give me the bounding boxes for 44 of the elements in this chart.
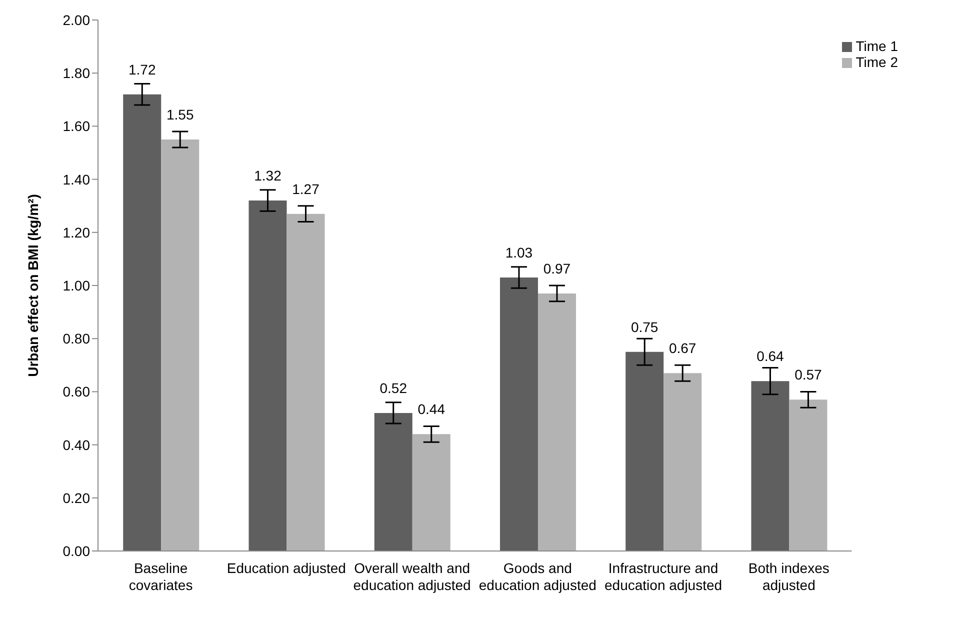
y-tick-label: 1.60	[62, 118, 90, 134]
data-label: 1.03	[505, 244, 533, 261]
data-label: 1.72	[128, 61, 156, 78]
bar	[248, 200, 287, 551]
x-tick-label: Goods and education adjusted	[478, 560, 596, 593]
y-tick-label: 1.40	[62, 171, 90, 188]
x-tick-label: Overall wealth and education adjusted	[353, 560, 471, 593]
data-label: 0.67	[668, 340, 696, 356]
bar	[789, 400, 828, 551]
bar	[500, 278, 538, 551]
data-label: 0.75	[630, 318, 658, 335]
data-label: 0.52	[380, 380, 408, 396]
x-tick-label: Both indexes adjusted	[748, 560, 830, 593]
data-label: 1.55	[166, 106, 194, 122]
bar	[374, 412, 412, 551]
x-tick-label: Infrastructure and education adjusted	[604, 560, 722, 593]
legend-label: Time 1	[856, 38, 898, 54]
data-label: 0.44	[418, 401, 446, 418]
data-label: 1.32	[254, 168, 282, 184]
bar	[626, 352, 664, 551]
bar	[123, 94, 162, 551]
data-label: 0.57	[794, 366, 822, 383]
data-label: 1.27	[292, 180, 320, 197]
bar	[161, 139, 200, 551]
x-tick-label: Education adjusted	[226, 560, 346, 576]
data-label: 0.64	[756, 348, 784, 364]
y-tick-label: 1.00	[62, 277, 90, 294]
legend-label: Time 2	[856, 54, 898, 70]
bar	[751, 381, 790, 551]
y-tick-label: 0.60	[62, 384, 90, 400]
y-tick-label: 1.80	[62, 65, 90, 82]
data-label: 0.97	[543, 260, 571, 276]
bar	[664, 373, 702, 551]
x-tick-label: Baseline covariates	[128, 560, 193, 593]
y-tick-label: 0.00	[62, 542, 90, 559]
y-tick-label: 2.00	[62, 12, 90, 28]
bar	[412, 434, 450, 551]
y-tick-label: 0.80	[62, 330, 90, 347]
y-tick-label: 0.40	[62, 436, 90, 453]
bar	[538, 293, 576, 551]
bar	[286, 214, 325, 551]
y-axis-title: Urban effect on BMI (kg/m²)	[24, 194, 41, 377]
y-tick-label: 0.20	[62, 490, 90, 506]
y-tick-label: 1.20	[62, 224, 90, 240]
